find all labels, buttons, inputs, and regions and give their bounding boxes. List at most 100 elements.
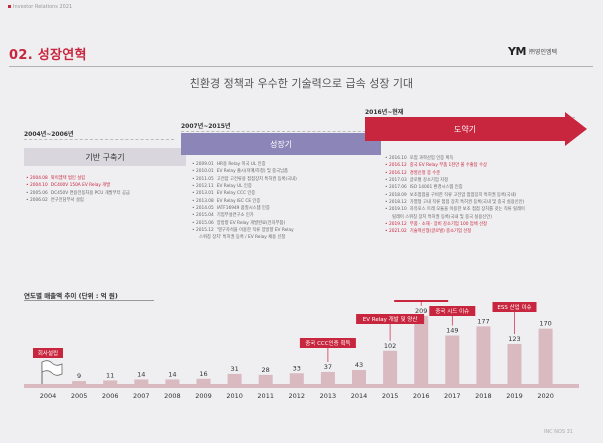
- bullet-icon: [385, 214, 389, 221]
- bullet-icon: •: [385, 170, 388, 176]
- bullet-icon: •: [385, 178, 388, 184]
- milestone-item: • 2005.06 DC450V 면용전동차용 PCU 개발부터 공급: [26, 190, 130, 197]
- milestone-text: 기술혁신형(글로벌) 중소기업 선정: [409, 229, 472, 235]
- bullet-icon: •: [192, 198, 195, 204]
- milestone-date: 2021.02: [389, 229, 407, 235]
- milestone-date: 2018.09: [389, 192, 407, 198]
- stage-1-label: 기반 구축기: [85, 152, 125, 162]
- stage-3-label: 도약기: [453, 124, 477, 134]
- annotation-box: [299, 338, 356, 348]
- milestone-text: DC450V 면용전동차용 PCU 개발부터 공급: [50, 190, 130, 196]
- bar-value-label: 14: [137, 370, 145, 378]
- annotation-box: [429, 306, 476, 316]
- milestone-date: 2019.10: [389, 207, 407, 213]
- milestone-text: ISO 14001 환경시스템 인증: [409, 185, 463, 191]
- bar-value-label: 14: [168, 370, 176, 378]
- bar: [476, 326, 491, 384]
- stage-1-period-rule: [24, 139, 174, 140]
- milestone-text: 기업부설연구소 인가: [216, 213, 254, 219]
- annotation-box: [492, 302, 537, 312]
- flag-icon: [41, 360, 63, 384]
- x-tick-label: 2013: [320, 392, 337, 400]
- milestone-item: • 2004.08 와이엠텍 법인 설립: [26, 175, 130, 182]
- milestone-text: HR용 Relay 미국 UL 인증: [216, 162, 266, 167]
- milestone-date: 2012.11: [196, 184, 214, 190]
- annotation-label: EV Relay 개발 및 양산: [363, 315, 418, 323]
- stage-2-banner: 성장기: [181, 133, 381, 155]
- section-title: 02. 성장연혁: [9, 48, 87, 63]
- bullet-icon: •: [192, 176, 195, 182]
- stage-3-milestones: • 2016.10 모험 과학산업 인증 획득 • 2016.12 중국 EV Relay…: [385, 155, 525, 236]
- bar: [72, 381, 87, 384]
- annotation-label: 중국 시드 이슈: [435, 307, 469, 315]
- x-tick-label: 2017: [444, 392, 461, 400]
- bar-value-label: 9: [77, 372, 81, 380]
- stage-1-period: 2004년~2006년: [24, 131, 74, 138]
- annotation-box: [394, 300, 449, 302]
- milestone-date: 2014.05: [196, 206, 214, 212]
- bullet-icon: •: [26, 183, 29, 189]
- x-tick-label: 2015: [382, 392, 399, 400]
- bar: [134, 379, 149, 384]
- x-tick-label: 2010: [226, 392, 243, 400]
- company-logo: YM ㈜영인엠텍: [508, 45, 557, 58]
- milestone-date: 2004.08: [30, 176, 48, 181]
- milestone-date: 2015.06: [196, 220, 214, 226]
- bar-value-label: 33: [293, 364, 301, 372]
- page-number: INC NOS 31: [543, 429, 573, 435]
- bar-value-label: 37: [324, 363, 332, 371]
- milestone-item: 스위칭 장치' 특허권 등록 / EV Relay 채용 신청: [192, 234, 297, 241]
- bullet-icon: [192, 234, 196, 241]
- bar: [289, 373, 304, 384]
- milestone-item: • 2013.08 EV Relay IEC CE 인증: [192, 198, 297, 205]
- milestone-text: 보조접점을 구비한 직류 고전압 접점장치 특허권 등록(국내): [409, 192, 517, 198]
- subtitle: 친환경 정책과 우수한 기술력으로 급속 성장 기대: [189, 77, 414, 90]
- milestone-item: • 2015.06 양방향 EV Relay 개발완료(전자부품): [192, 220, 297, 227]
- bar: [227, 373, 242, 384]
- bullet-icon: •: [192, 162, 195, 167]
- milestone-date: 2004.10: [30, 183, 48, 189]
- x-tick-label: 2016: [413, 392, 430, 400]
- milestone-item: • 2018.12 가열형 고내 직류 접점 장치 특허권 등록(국내 및 중국 실…: [385, 199, 525, 206]
- milestone-item: • 2016.10 모험 과학산업 인증 획득: [385, 155, 525, 162]
- stage-1-banner: 기반 구축기: [24, 148, 186, 166]
- milestone-item: • 2011.05 고전압 고전류용 접점장치 특허권 등록(국내): [192, 176, 297, 183]
- milestone-text: 연구전담부서 설립: [50, 198, 84, 204]
- annotation-label: 중국 시장 본격화: [402, 300, 441, 301]
- top-label: Investor Relations 2021: [8, 4, 72, 10]
- milestone-text: EV Relay IEC CE 인증: [216, 198, 261, 204]
- milestone-date: 2015.12: [196, 228, 214, 234]
- milestone-date: 2013.08: [196, 198, 214, 204]
- milestone-text: 자유포스 트레 모듈을 이용한 보조 접점 장치를 갖는 직류 릴레이: [409, 207, 525, 213]
- bar-value-label: 31: [230, 365, 238, 373]
- annotation-label: ESS 산업 이슈: [497, 303, 531, 311]
- bullet-icon: •: [26, 176, 29, 181]
- milestone-item: • 2016.12 중국 EV Relay 부품 1천만 불 수출탑 수상: [385, 162, 525, 169]
- stage-2-label: 성장기: [269, 139, 293, 149]
- milestone-date: 2010.01: [196, 169, 214, 175]
- milestone-date: 2017.06: [389, 185, 407, 191]
- x-tick-label: 2008: [164, 392, 181, 400]
- stage-2-milestones: • 2009.01 HR용 Relay 미국 UL 인증 • 2010.01 EV Rel…: [192, 161, 297, 242]
- bar: [352, 370, 366, 384]
- bar-value-label: 170: [539, 320, 551, 328]
- annotation-box: [33, 348, 63, 358]
- bullet-icon: •: [192, 228, 195, 234]
- milestone-item: • 2021.02 기술혁신형(글로벌) 중소기업 선정: [385, 228, 525, 235]
- bullet-icon: •: [192, 213, 195, 219]
- annotation-box: [356, 314, 425, 324]
- bullet-icon: •: [26, 190, 29, 196]
- bullet-icon: •: [385, 229, 388, 235]
- milestone-item: • 2016.12 경영신청 증 수준: [385, 170, 525, 177]
- milestone-date: 2009.01: [196, 162, 214, 167]
- bullet-icon: •: [192, 169, 195, 175]
- bar-value-label: 11: [106, 371, 114, 379]
- annotation-label: 회사설립: [38, 349, 58, 357]
- flag-cloth: [41, 360, 63, 376]
- bar-value-label: 177: [477, 317, 489, 325]
- x-tick-label: 2019: [506, 392, 523, 400]
- milestone-date: 2017.03: [389, 178, 407, 184]
- stage-2-period: 2007년~2015년: [181, 123, 231, 130]
- bar: [445, 335, 460, 384]
- x-tick-label: 2014: [351, 392, 368, 400]
